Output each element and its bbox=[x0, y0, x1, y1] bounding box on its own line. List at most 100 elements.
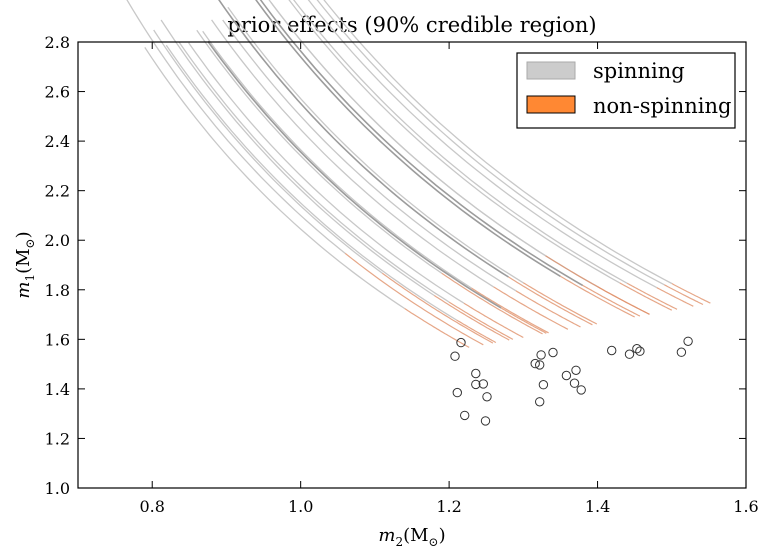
x-axis-label: m2(M⊙) bbox=[378, 525, 445, 549]
series-17 bbox=[288, 0, 673, 311]
non-spinning-curve bbox=[656, 287, 694, 307]
data-point bbox=[456, 337, 466, 348]
spinning-curve bbox=[160, 19, 435, 297]
spinning-curve bbox=[165, 44, 457, 321]
data-point bbox=[624, 349, 635, 359]
data-point bbox=[471, 379, 481, 390]
non-spinning-curve bbox=[671, 282, 711, 304]
series-22 bbox=[323, 0, 711, 304]
series-6 bbox=[188, 42, 524, 339]
data-point bbox=[561, 370, 572, 381]
y-tick-label: 1.2 bbox=[45, 429, 70, 448]
series-layer bbox=[126, 0, 711, 348]
data-point bbox=[676, 347, 687, 357]
series-8 bbox=[202, 30, 549, 334]
spinning-curve bbox=[323, 0, 673, 285]
spinning-curve bbox=[316, 0, 665, 286]
legend: spinning non-spinning bbox=[516, 52, 736, 129]
spinning-curve bbox=[270, 2, 546, 257]
series-18 bbox=[293, 0, 678, 310]
legend-swatch-spinning bbox=[526, 61, 576, 80]
spinning-curve bbox=[259, 0, 584, 287]
x-tick-label: 1.6 bbox=[733, 497, 758, 516]
y-tick-label: 2.8 bbox=[45, 33, 70, 52]
spinning-curve bbox=[227, 6, 524, 284]
y-tick-label: 1.4 bbox=[45, 380, 70, 399]
legend-label-spinning: spinning bbox=[593, 59, 685, 83]
x-tick-label: 1.2 bbox=[436, 497, 461, 516]
series-11 bbox=[218, 0, 593, 326]
spinning-curve bbox=[178, 41, 450, 303]
y-tick-label: 2.4 bbox=[45, 132, 70, 151]
spinning-curve bbox=[218, 0, 509, 278]
non-spinning-curve bbox=[515, 290, 581, 328]
y-tick-label: 1.8 bbox=[45, 281, 70, 300]
series-2 bbox=[153, 29, 494, 344]
data-point bbox=[632, 344, 642, 354]
data-point bbox=[482, 392, 492, 402]
data-point bbox=[569, 378, 580, 388]
points-layer bbox=[450, 336, 693, 426]
non-spinning-curve bbox=[463, 302, 524, 339]
series-14 bbox=[255, 0, 635, 318]
non-spinning-curve bbox=[664, 284, 704, 306]
spinning-curve bbox=[202, 30, 472, 289]
data-point bbox=[571, 365, 581, 375]
data-point bbox=[635, 346, 645, 356]
non-spinning-curve bbox=[381, 272, 494, 344]
non-spinning-curve bbox=[619, 282, 673, 311]
spinning-curve bbox=[188, 42, 465, 304]
data-point bbox=[536, 350, 546, 360]
chart-title: prior effects (90% credible region) bbox=[227, 13, 596, 37]
series-9 bbox=[207, 40, 547, 334]
spinning-curve bbox=[207, 40, 502, 309]
series-20 bbox=[307, 0, 694, 307]
data-point bbox=[683, 336, 693, 346]
legend-label-non-spinning: non-spinning bbox=[593, 94, 731, 118]
non-spinning-curve bbox=[626, 282, 678, 310]
series-13 bbox=[227, 6, 598, 325]
spinning-curve bbox=[307, 0, 658, 289]
non-spinning-curve bbox=[508, 276, 593, 326]
data-point bbox=[480, 416, 491, 426]
spinning-curve bbox=[144, 47, 405, 310]
y-tick-label: 1.6 bbox=[45, 330, 70, 349]
x-tick-label: 1.0 bbox=[288, 497, 313, 516]
data-point bbox=[535, 397, 545, 407]
y-tick-label: 2.6 bbox=[45, 83, 70, 102]
y-tick-label: 2.0 bbox=[45, 231, 70, 250]
series-3 bbox=[160, 19, 510, 341]
spinning-curve bbox=[255, 0, 561, 277]
non-spinning-curve bbox=[493, 286, 569, 330]
series-10 bbox=[211, 19, 569, 330]
spinning-curve bbox=[196, 29, 443, 274]
series-1 bbox=[144, 47, 470, 348]
non-spinning-curve bbox=[522, 282, 598, 325]
x-tick-label: 0.8 bbox=[139, 497, 164, 516]
y-tick-label: 2.2 bbox=[45, 182, 70, 201]
plot-frame bbox=[77, 41, 747, 489]
data-point bbox=[530, 358, 540, 369]
spinning-curve bbox=[222, 19, 517, 292]
non-spinning-curve bbox=[441, 272, 543, 335]
data-point bbox=[548, 347, 558, 358]
data-point bbox=[471, 368, 481, 379]
series-7 bbox=[196, 29, 543, 335]
data-point bbox=[607, 345, 617, 356]
data-point bbox=[478, 379, 488, 389]
series-19 bbox=[270, 2, 650, 315]
non-spinning-curve bbox=[560, 275, 635, 318]
series-21 bbox=[316, 0, 704, 306]
y-tick-label: 1.0 bbox=[45, 479, 70, 498]
non-spinning-curve bbox=[344, 252, 484, 346]
data-point bbox=[460, 410, 470, 421]
series-4 bbox=[165, 44, 497, 344]
spinning-curve bbox=[211, 19, 494, 288]
spinning-curve bbox=[288, 0, 621, 284]
legend-swatch-non-spinning bbox=[526, 95, 576, 114]
spinning-curve bbox=[153, 29, 383, 274]
series-0 bbox=[126, 0, 484, 346]
data-point bbox=[450, 351, 460, 361]
non-spinning-curve bbox=[433, 295, 510, 341]
